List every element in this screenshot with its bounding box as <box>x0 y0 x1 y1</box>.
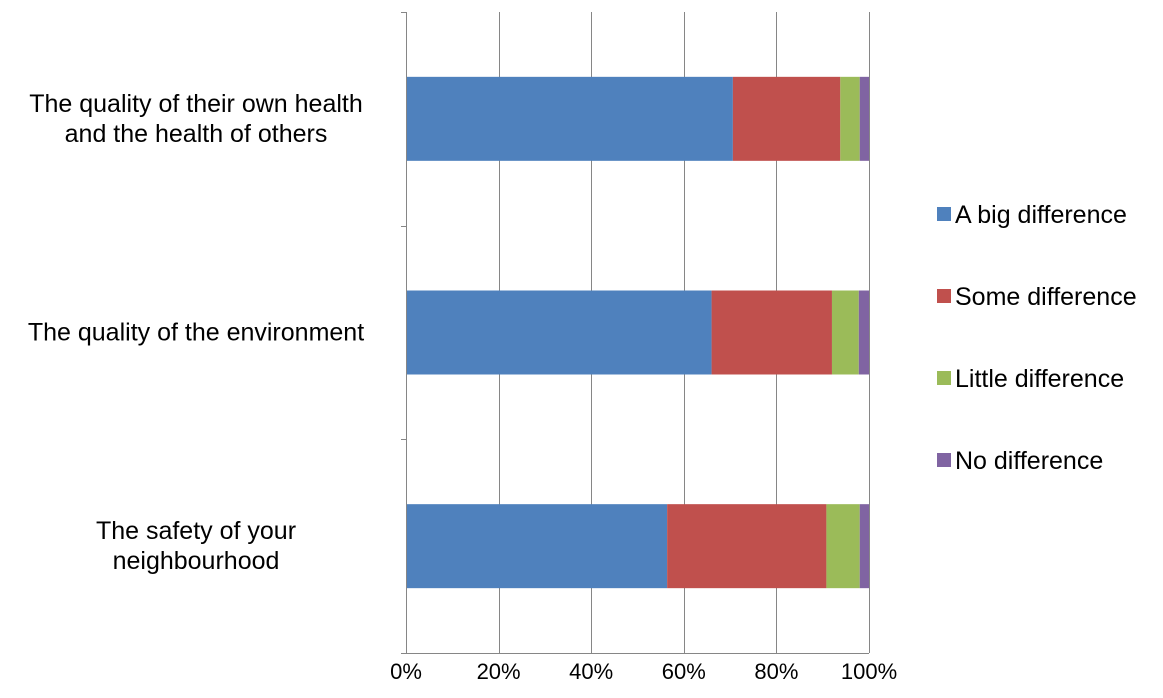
legend-label: Little difference <box>955 365 1124 393</box>
bar-segment-little-difference <box>831 290 859 375</box>
axes <box>401 12 869 654</box>
x-tick-label: 80% <box>754 659 798 684</box>
x-tick-labels: 0% 20% 40% 60% 80% 100% <box>390 659 897 684</box>
legend-swatch-a-big-difference <box>937 207 951 221</box>
bar-segment-no-difference <box>858 290 869 375</box>
category-label: The quality of the environment <box>28 319 364 347</box>
bar-segment-some-difference <box>711 290 832 375</box>
legend-label: Some difference <box>955 283 1137 311</box>
legend-swatch-no-difference <box>937 453 951 467</box>
bar-segment-a-big-difference <box>406 290 712 375</box>
category-label-line: and the health of others <box>65 120 328 148</box>
bar-segment-no-difference <box>859 504 869 589</box>
x-tick-label: 40% <box>569 659 613 684</box>
category-labels: The quality of their own health and the h… <box>28 90 364 575</box>
x-tick-label: 60% <box>662 659 706 684</box>
bar-segment-some-difference <box>732 76 841 161</box>
category-label: The quality of their own health and the h… <box>29 90 363 148</box>
bars <box>406 76 869 589</box>
bar-segment-little-difference <box>826 504 860 589</box>
bar-segment-a-big-difference <box>406 76 733 161</box>
legend: A big difference Some difference Little di… <box>937 201 1137 475</box>
legend-label: No difference <box>955 447 1103 475</box>
legend-label: A big difference <box>955 201 1127 229</box>
legend-swatch-little-difference <box>937 371 951 385</box>
category-label-line: The quality of their own health <box>29 90 363 118</box>
bar-segment-some-difference <box>667 504 827 589</box>
bar-segment-little-difference <box>840 76 860 161</box>
x-tick-label: 20% <box>477 659 521 684</box>
x-tick-label: 0% <box>390 659 422 684</box>
bar-segment-no-difference <box>859 76 869 161</box>
category-label-line: The safety of your <box>96 517 296 545</box>
category-label-line: The quality of the environment <box>28 319 364 347</box>
category-label-line: neighbourhood <box>113 547 280 575</box>
category-label: The safety of your neighbourhood <box>96 517 296 575</box>
bar-segment-a-big-difference <box>406 504 668 589</box>
x-tick-label: 100% <box>841 659 897 684</box>
legend-swatch-some-difference <box>937 289 951 303</box>
